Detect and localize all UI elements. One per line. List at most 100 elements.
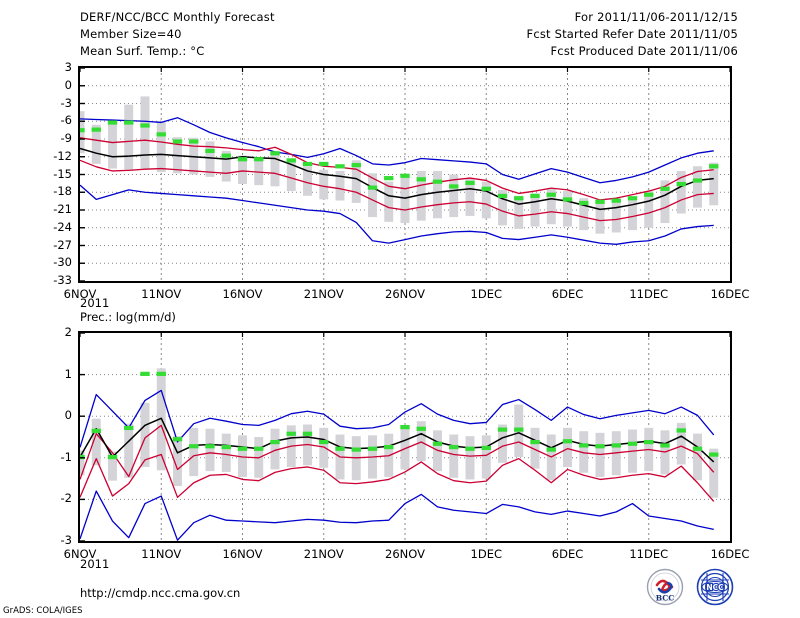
observed-dash — [611, 443, 621, 448]
observed-dash — [416, 177, 426, 182]
y-tick-label: -3 — [60, 533, 72, 547]
y-tick-label: -1 — [60, 449, 72, 464]
series-min — [80, 184, 714, 245]
spread-bar — [498, 424, 507, 463]
x-tick-label: 11NOV — [141, 287, 182, 301]
observed-dash — [692, 178, 703, 183]
observed-dash — [107, 454, 118, 460]
spread-bar — [221, 150, 231, 182]
spread-bar — [140, 96, 150, 169]
spread-bar — [465, 178, 475, 216]
spread-bar — [238, 435, 247, 477]
observed-dash — [107, 120, 118, 125]
observed-dash — [546, 192, 556, 197]
spread-bar — [611, 200, 621, 233]
agency-logos: BCC NCC — [645, 568, 741, 606]
spread-bar — [644, 191, 654, 228]
y-tick-label: -24 — [53, 219, 72, 234]
x-tick-label: 6NOV — [63, 287, 97, 301]
observed-dash — [205, 148, 215, 154]
observed-dash — [676, 428, 686, 433]
temperature-variable-label: Mean Surf. Temp.: °C — [80, 44, 205, 58]
x-tick-label: 11NOV — [141, 547, 182, 561]
spread-bar — [416, 421, 426, 462]
observed-dash — [140, 371, 150, 376]
observed-dash — [124, 425, 134, 431]
x-tick-label: 21NOV — [303, 547, 344, 561]
series-max — [80, 117, 714, 184]
series-ensemble_mean — [80, 147, 714, 211]
series-upper_quartile — [80, 137, 714, 201]
svg-text:NCC: NCC — [706, 583, 724, 592]
spread-bar — [221, 433, 231, 472]
observed-dash — [254, 157, 264, 162]
spread-bar — [595, 202, 605, 234]
series-lower_quartile — [80, 453, 715, 502]
observed-dash — [221, 153, 231, 158]
spread-bar — [481, 435, 491, 479]
x-tick-label: 6DEC — [551, 287, 584, 301]
y-tick-label: 1 — [64, 366, 72, 381]
spread-bar — [124, 423, 134, 478]
observed-dash — [335, 446, 345, 451]
spread-bar — [676, 422, 686, 465]
spread-bar — [693, 433, 702, 481]
spread-bar — [449, 174, 459, 218]
spread-bar — [579, 198, 589, 231]
observed-dash — [579, 200, 589, 206]
observed-dash — [286, 431, 296, 436]
observed-dash — [514, 427, 524, 432]
observed-dash — [709, 452, 719, 457]
member-size-label: Member Size=40 — [80, 27, 182, 41]
observed-dash — [660, 186, 670, 191]
observed-dash — [400, 173, 410, 178]
temperature-plot-canvas — [79, 67, 731, 282]
precipitation-plot-canvas — [79, 332, 731, 542]
grads-credit: GrADS: COLA/IGES — [3, 606, 83, 616]
y-tick-label: -33 — [53, 273, 72, 287]
observed-dash — [156, 371, 166, 376]
observed-dash — [237, 446, 248, 451]
spread-bar — [270, 150, 280, 187]
spread-bar — [514, 195, 524, 229]
precipitation-chart-panel — [78, 331, 732, 543]
observed-dash — [80, 454, 85, 460]
spread-bar — [676, 170, 686, 214]
observed-dash — [465, 446, 475, 451]
observed-dash — [384, 444, 394, 450]
temperature-year-label: 2011 — [80, 296, 110, 310]
spread-bar — [80, 450, 85, 476]
observed-dash — [286, 158, 296, 163]
spread-bar — [465, 436, 475, 480]
observed-dash — [692, 446, 703, 451]
y-tick-label: -9 — [60, 131, 72, 145]
y-tick-label: -3 — [60, 95, 72, 110]
x-tick-label: 16DEC — [710, 287, 750, 301]
ncc-logo-icon: NCC — [696, 568, 734, 606]
x-tick-label: 11DEC — [629, 287, 669, 301]
y-tick-label: -15 — [53, 166, 72, 181]
observed-dash — [302, 161, 313, 167]
observed-dash — [562, 439, 573, 444]
spread-bar — [563, 427, 572, 467]
spread-bar — [384, 181, 394, 222]
observed-dash — [562, 197, 573, 202]
temperature-chart-panel — [78, 66, 732, 283]
y-tick-label: -2 — [60, 491, 72, 506]
series-min — [80, 490, 714, 541]
y-tick-label: 0 — [64, 408, 72, 423]
website-url[interactable]: http://cmdp.ncc.cma.gov.cn — [80, 586, 241, 600]
svg-text:BCC: BCC — [656, 594, 674, 603]
precipitation-year-label: 2011 — [80, 557, 110, 571]
x-tick-label: 1DEC — [470, 287, 502, 301]
observed-dash — [172, 437, 183, 442]
spread-bar — [91, 124, 101, 164]
observed-dash — [270, 439, 280, 445]
observed-dash — [530, 193, 540, 198]
observed-dash — [432, 441, 443, 446]
observed-dash — [91, 127, 101, 132]
precipitation-variable-label: Prec.: log(mm/d) — [80, 310, 176, 324]
y-tick-label: 3 — [64, 60, 72, 74]
observed-dash — [611, 198, 621, 203]
